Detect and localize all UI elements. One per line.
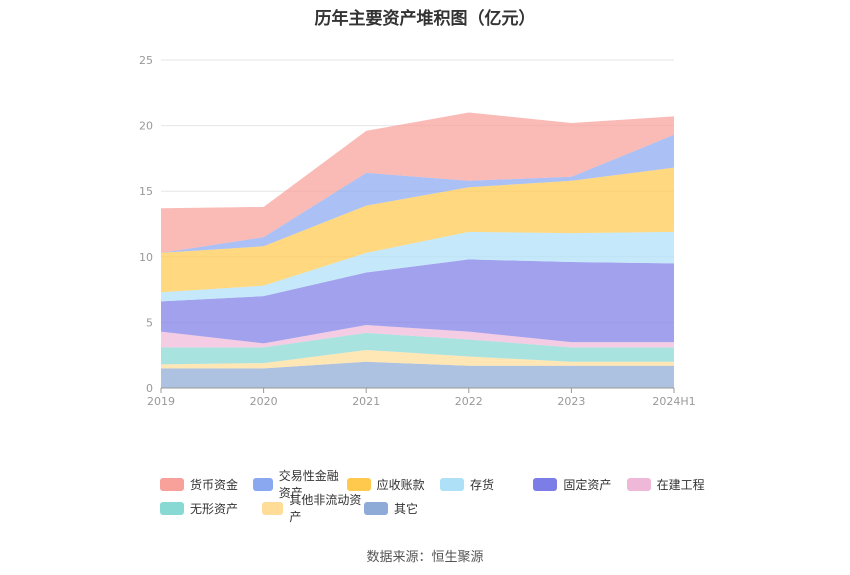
area-series bbox=[161, 112, 674, 388]
legend-item[interactable]: 货币资金 bbox=[160, 476, 253, 493]
legend-swatch bbox=[439, 477, 464, 491]
legend: 货币资金 交易性金融资产 应收账款 存货 固定资产 在建工程 无形资产 其他非流动资产 其它 bbox=[160, 469, 720, 524]
legend-swatch bbox=[253, 477, 273, 491]
x-tick-label: 2023 bbox=[557, 395, 585, 408]
legend-swatch bbox=[533, 477, 558, 491]
legend-swatch bbox=[364, 501, 388, 515]
legend-swatch bbox=[160, 501, 184, 515]
legend-label: 在建工程 bbox=[656, 477, 705, 492]
area-series-6[interactable] bbox=[161, 167, 674, 293]
y-tick-label: 25 bbox=[139, 54, 153, 67]
area-series-3[interactable] bbox=[161, 325, 674, 348]
x-tick-label: 2022 bbox=[455, 395, 483, 408]
area-series-5[interactable] bbox=[161, 231, 674, 302]
chart-title: 历年主要资产堆积图（亿元） bbox=[314, 9, 536, 29]
x-tick-label: 2021 bbox=[352, 395, 380, 408]
legend-swatch bbox=[346, 477, 371, 491]
legend-swatch bbox=[626, 477, 651, 491]
legend-label: 交易性金融资产 bbox=[278, 469, 339, 500]
x-tick-label: 2019 bbox=[147, 395, 175, 408]
legend-row: 无形资产 其他非流动资产 其它 bbox=[160, 493, 720, 524]
legend-swatch bbox=[160, 477, 184, 491]
legend-item[interactable]: 在建工程 bbox=[626, 476, 720, 493]
area-series-0[interactable] bbox=[161, 361, 674, 388]
legend-item[interactable]: 其他非流动资产 bbox=[262, 491, 364, 525]
y-tick-label: 20 bbox=[139, 120, 153, 133]
y-tick-label: 0 bbox=[146, 382, 153, 395]
legend-label: 其他非流动资产 bbox=[289, 493, 362, 524]
legend-item[interactable]: 无形资产 bbox=[160, 500, 262, 517]
legend-item[interactable]: 交易性金融资产 bbox=[253, 467, 346, 501]
data-source: 数据来源：恒生聚源 bbox=[366, 550, 484, 565]
legend-label: 无形资产 bbox=[190, 501, 239, 516]
legend-item[interactable]: 存货 bbox=[439, 476, 533, 493]
x-tick-label: 2024H1 bbox=[652, 395, 695, 408]
x-tick-label: 2020 bbox=[250, 395, 278, 408]
area-series-1[interactable] bbox=[161, 349, 674, 369]
legend-row: 货币资金 交易性金融资产 应收账款 存货 固定资产 在建工程 bbox=[160, 469, 720, 500]
area-series-4[interactable] bbox=[161, 259, 674, 344]
legend-item[interactable]: 固定资产 bbox=[533, 476, 626, 493]
axes: 0 5 10 15 20 25 2019 2020 2021 2022 2023 2024H1 bbox=[139, 54, 696, 408]
y-tick-label: 5 bbox=[146, 316, 153, 329]
legend-label: 存货 bbox=[469, 477, 494, 492]
legend-label: 其它 bbox=[394, 501, 419, 516]
area-series-2[interactable] bbox=[161, 332, 674, 365]
legend-item[interactable]: 应收账款 bbox=[346, 476, 440, 493]
legend-swatch bbox=[262, 501, 284, 515]
area-series-8[interactable] bbox=[161, 112, 674, 253]
legend-label: 固定资产 bbox=[563, 477, 612, 492]
legend-label: 货币资金 bbox=[190, 477, 239, 492]
y-tick-label: 15 bbox=[139, 185, 153, 198]
legend-label: 应收账款 bbox=[376, 477, 425, 492]
area-series-7[interactable] bbox=[161, 134, 674, 253]
legend-item[interactable]: 其它 bbox=[364, 500, 466, 517]
y-tick-label: 10 bbox=[139, 251, 153, 264]
